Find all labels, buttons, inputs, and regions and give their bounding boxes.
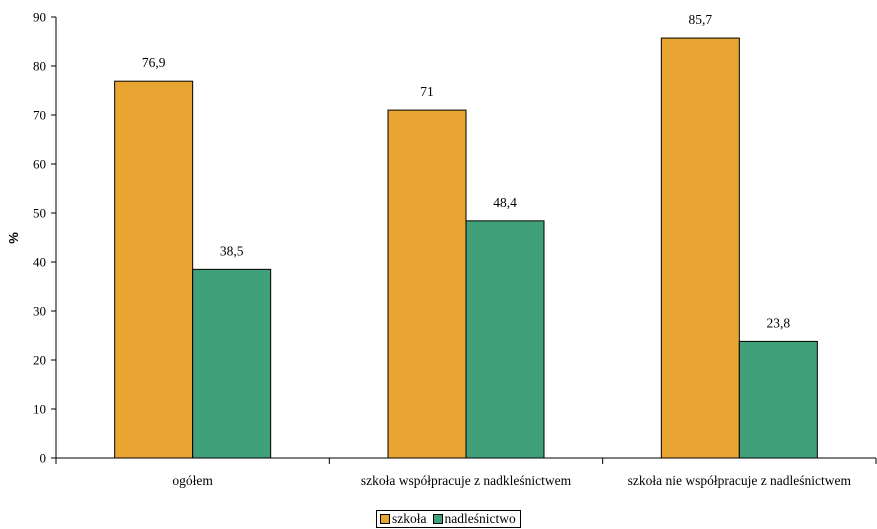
y-tick-label: 80 (33, 59, 46, 74)
data-label-szkola-ogolem: 76,9 (142, 55, 166, 70)
y-tick-label: 60 (33, 157, 46, 172)
y-tick-label: 30 (33, 304, 46, 319)
y-tick-label: 70 (33, 108, 46, 123)
y-tick-label: 0 (40, 451, 47, 466)
data-label-nadlesnictwo-ogolem: 38,5 (220, 243, 244, 258)
y-axis-title: % (6, 232, 21, 244)
y-axis: 0 10 20 30 40 50 60 70 80 90 (33, 10, 57, 466)
bar-nadlesnictwo-szkola-wspolpracuje-z-nadklesnictwem (465, 220, 545, 459)
data-label-nadlesnictwo-szkola-wspolpracuje-z-nadklesnictwem: 48,4 (493, 195, 517, 210)
data-label-nadlesnictwo-szkola-nie-wspolpracuje-z-nadlesnictwem: 23,8 (767, 315, 791, 330)
legend-swatch-szkola (380, 514, 390, 524)
bar-nadlesnictwo-ogolem (192, 268, 272, 459)
legend-item-nadlesnictwo: nadleśnictwo (432, 511, 516, 527)
y-tick-label: 90 (33, 10, 46, 25)
legend-label-nadlesnictwo: nadleśnictwo (444, 511, 516, 526)
x-tick-label-szkola-nie-wspolpracuje-z-nadlesnictwem: szkoła nie współpracuje z nadleśnictwem (628, 473, 852, 488)
bar-szkola-ogolem (114, 80, 194, 459)
x-tick-label-szkola-wspolpracuje-z-nadklesnictwem: szkoła współpracuje z nadkleśnictwem (361, 473, 572, 488)
data-label-szkola-szkola-nie-wspolpracuje-z-nadlesnictwem: 85,7 (689, 12, 713, 27)
y-tick-label: 20 (33, 353, 46, 368)
legend-item-szkola: szkoła (380, 511, 427, 527)
legend-swatch-nadlesnictwo (432, 514, 443, 524)
y-tick-label: 10 (33, 402, 46, 417)
y-tick-label: 50 (33, 206, 46, 221)
x-axis: ogółem szkoła współpracuje z nadkleśnictw… (55, 457, 877, 488)
data-label-szkola-szkola-wspolpracuje-z-nadklesnictwem: 71 (420, 84, 434, 99)
legend-label-szkola: szkoła (392, 511, 427, 526)
data-labels: 76,9 38,5 71 48,4 85,7 23,8 (142, 12, 791, 330)
legend: szkoła nadleśnictwo (376, 510, 521, 528)
bars (114, 37, 818, 459)
x-tick-label-ogolem: ogółem (172, 473, 213, 488)
bar-nadlesnictwo-szkola-nie-wspolpracuje-z-nadlesnictwem (738, 340, 818, 459)
y-tick-label: 40 (33, 255, 46, 270)
bar-szkola-szkola-wspolpracuje-z-nadklesnictwem (387, 109, 467, 459)
bar-szkola-szkola-nie-wspolpracuje-z-nadlesnictwem (660, 37, 740, 459)
